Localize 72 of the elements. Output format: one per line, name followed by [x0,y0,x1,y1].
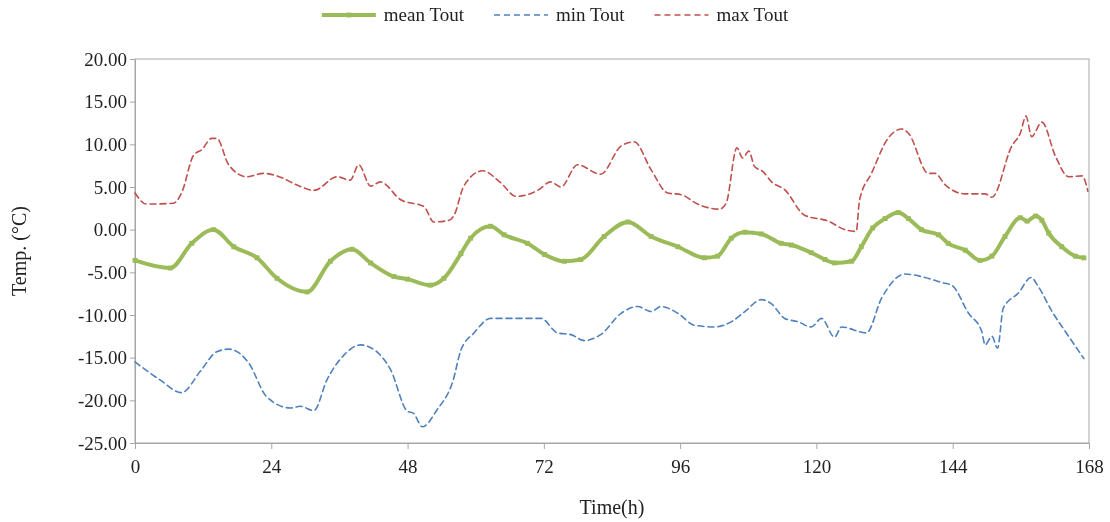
point [919,227,924,233]
point [405,276,411,282]
point [1059,244,1065,250]
point [715,253,721,259]
point [882,216,888,222]
point [210,227,216,233]
point [648,234,654,239]
y-tick-label: 15.00 [84,91,127,113]
y-tick-label: 5.00 [93,176,127,198]
point [1039,217,1045,223]
x-tick-label: 0 [130,455,141,477]
point [427,282,433,288]
point [189,240,195,246]
x-tick-label: 168 [1075,455,1104,477]
point [758,231,764,237]
y-axis-title: Temp. (°C) [8,206,31,296]
y-tick-label: 0.00 [93,219,127,241]
x-tick-label: 72 [534,455,554,477]
point [778,240,784,246]
x-tick-label: 48 [398,455,418,477]
point [945,240,951,246]
point [501,232,507,238]
x-tick-label: 96 [671,455,691,477]
point [1017,215,1023,221]
point [231,244,237,250]
point [1072,253,1078,259]
x-tick-label: 144 [938,455,968,477]
point [468,235,474,241]
y-tick-label: -15.00 [77,347,127,369]
point [962,247,968,253]
point [742,229,748,235]
point [254,255,260,261]
legend-label: max Tout [716,4,789,25]
point [488,223,493,229]
x-tick-label: 120 [802,455,832,477]
line-series [134,273,1085,428]
point [1046,230,1052,236]
point [895,210,901,216]
point [858,244,864,250]
y-tick-label: -25.00 [77,432,127,454]
point [905,216,911,222]
point [441,275,447,281]
point [327,258,333,264]
y-tick-label: -5.00 [87,261,127,283]
point [167,265,173,271]
point [561,258,567,264]
x-tick-label: 24 [262,455,282,477]
point [675,244,681,250]
point [832,260,838,266]
x-axis-title: Time(h) [579,496,645,519]
y-tick-label: 10.00 [84,133,127,155]
point [936,232,941,238]
point [578,257,584,262]
point [822,257,828,262]
y-tick-label: -20.00 [77,389,127,411]
point [349,246,355,252]
point [702,255,708,261]
point [808,250,814,256]
point [1024,218,1030,224]
point [728,235,734,241]
point [541,251,547,257]
y-tick-label: -10.00 [77,304,127,326]
point [989,253,995,259]
legend-label: mean Tout [383,4,465,25]
point [1081,255,1087,261]
legend-label: min Tout [555,4,626,25]
point [849,258,855,264]
line-series [134,115,1089,233]
y-tick-label: 20.00 [84,48,127,70]
point [368,260,374,266]
point [391,274,397,280]
point [524,240,530,246]
